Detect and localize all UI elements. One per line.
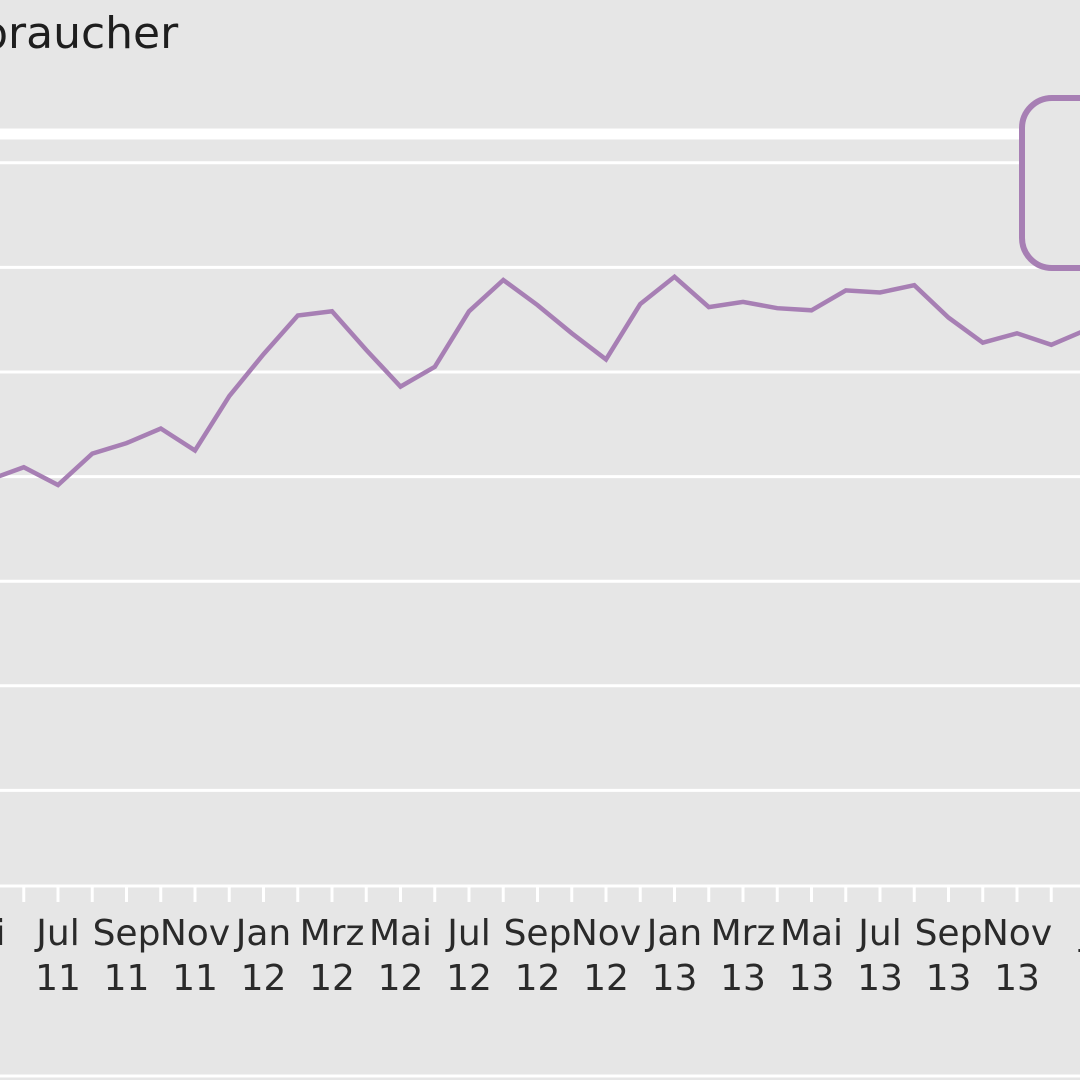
x-tick-label: Jan	[234, 913, 292, 954]
x-tick-label: 12	[309, 958, 355, 999]
x-tick-label: 13	[857, 958, 903, 999]
x-tick-label: ai	[0, 913, 6, 954]
x-tick-label: Jan	[645, 913, 703, 954]
x-tick-label: 12	[241, 958, 287, 999]
legend-box	[1019, 95, 1080, 271]
x-tick-label: 13	[652, 958, 698, 999]
x-tick-label: 11	[35, 958, 81, 999]
x-tick-label: Mai	[369, 913, 432, 954]
x-tick-label: Mai	[780, 913, 843, 954]
x-tick-label: 11	[172, 958, 218, 999]
x-tick-label: 12	[378, 958, 424, 999]
x-tick-label: 12	[583, 958, 629, 999]
x-tick-label: 13	[720, 958, 766, 999]
x-tick-label: Jul	[856, 913, 901, 954]
x-tick-label: Nov	[571, 913, 641, 954]
x-tick-label: Nov	[160, 913, 230, 954]
x-tick-label: Nov	[982, 913, 1052, 954]
series-line	[0, 273, 1080, 488]
x-tick-label: 1	[0, 958, 1, 999]
x-tick-label: Mrz	[300, 913, 365, 954]
chart-title: rbraucher	[0, 8, 179, 59]
x-tick-label: Mrz	[711, 913, 776, 954]
x-tick-label: 13	[994, 958, 1040, 999]
x-tick-label: 12	[515, 958, 561, 999]
x-tick-label: Jul	[445, 913, 490, 954]
x-tick-label: 13	[926, 958, 972, 999]
x-tick-label: Jul	[34, 913, 79, 954]
x-tick-label: 12	[446, 958, 492, 999]
x-tick-label: 11	[104, 958, 150, 999]
x-tick-label: Sep	[93, 913, 161, 954]
x-tick-label: Sep	[504, 913, 572, 954]
x-tick-label: 13	[789, 958, 835, 999]
x-tick-label: Sep	[915, 913, 983, 954]
